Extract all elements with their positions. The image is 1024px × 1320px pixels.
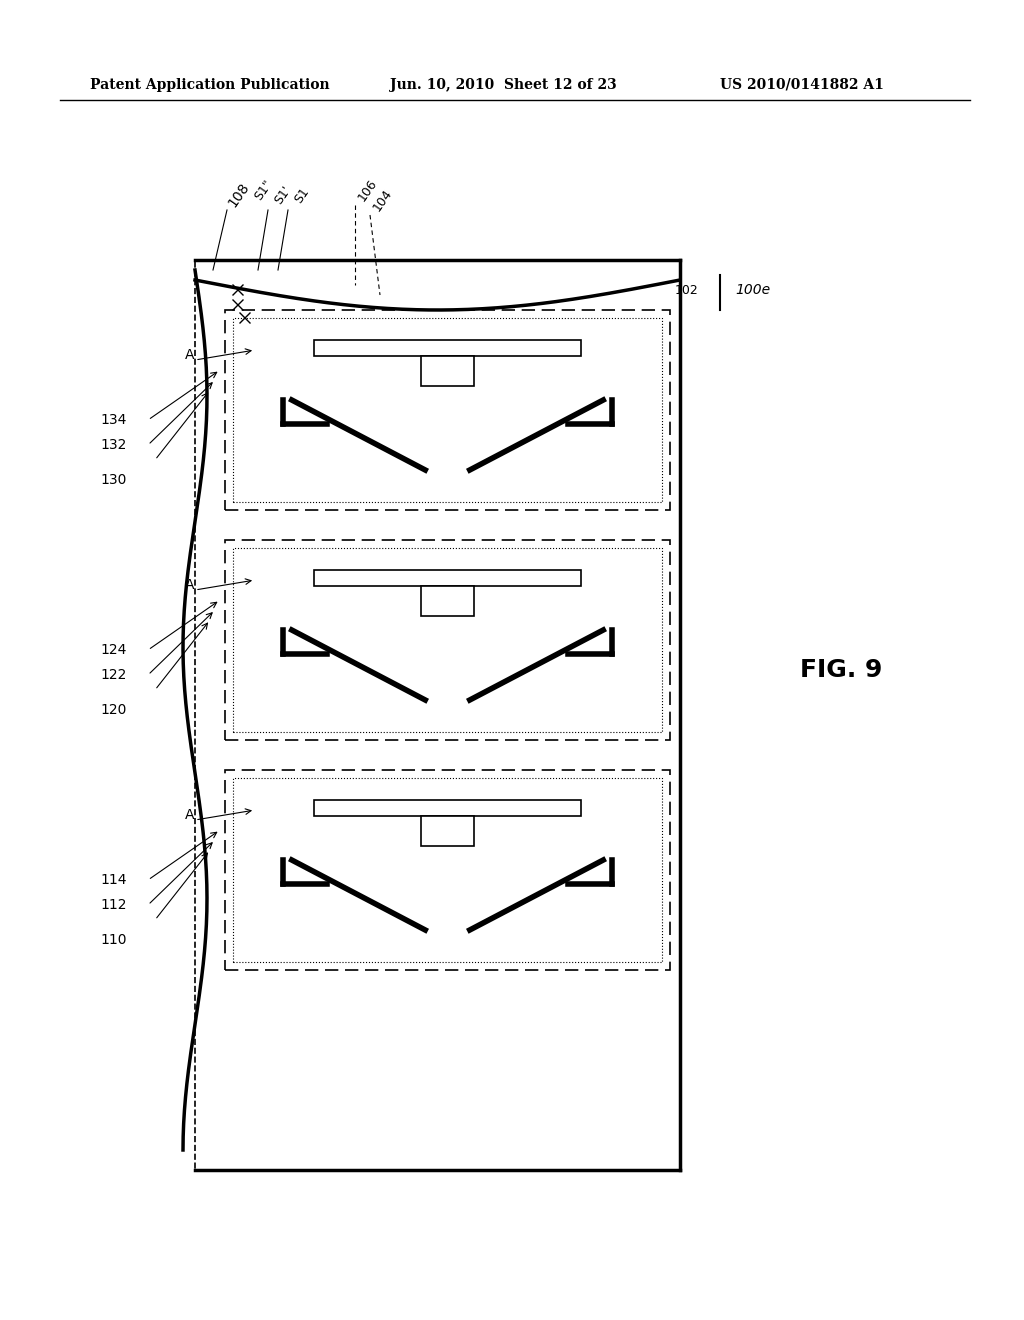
Text: A: A: [185, 578, 195, 591]
Text: 122: 122: [100, 668, 126, 682]
Text: 130: 130: [100, 473, 126, 487]
Text: A: A: [185, 808, 195, 822]
Bar: [314, 800, 581, 816]
Text: S1: S1: [292, 185, 311, 205]
Text: 124: 124: [100, 643, 126, 657]
Bar: [314, 341, 581, 356]
Text: 134: 134: [100, 413, 126, 426]
Bar: [421, 586, 474, 616]
Text: 104: 104: [370, 186, 394, 214]
Bar: [314, 570, 581, 586]
Text: 102: 102: [675, 284, 698, 297]
Text: A: A: [185, 348, 195, 362]
Bar: [233, 318, 662, 502]
Text: 132: 132: [100, 438, 126, 451]
Text: 108: 108: [225, 180, 252, 210]
Text: 100e: 100e: [735, 282, 770, 297]
Text: 112: 112: [100, 898, 127, 912]
Bar: [225, 770, 670, 970]
Bar: [225, 310, 670, 510]
Text: S1': S1': [272, 183, 294, 207]
Text: Jun. 10, 2010  Sheet 12 of 23: Jun. 10, 2010 Sheet 12 of 23: [390, 78, 616, 92]
Bar: [421, 356, 474, 385]
Text: 114: 114: [100, 873, 127, 887]
Text: 110: 110: [100, 933, 127, 946]
Text: 106: 106: [355, 177, 379, 203]
Text: Patent Application Publication: Patent Application Publication: [90, 78, 330, 92]
Text: US 2010/0141882 A1: US 2010/0141882 A1: [720, 78, 884, 92]
Bar: [233, 548, 662, 733]
Text: S1": S1": [252, 177, 275, 203]
Bar: [233, 777, 662, 962]
Bar: [195, 260, 680, 1170]
Text: FIG. 9: FIG. 9: [800, 657, 883, 682]
Text: 120: 120: [100, 704, 126, 717]
Bar: [421, 816, 474, 846]
Bar: [225, 540, 670, 741]
